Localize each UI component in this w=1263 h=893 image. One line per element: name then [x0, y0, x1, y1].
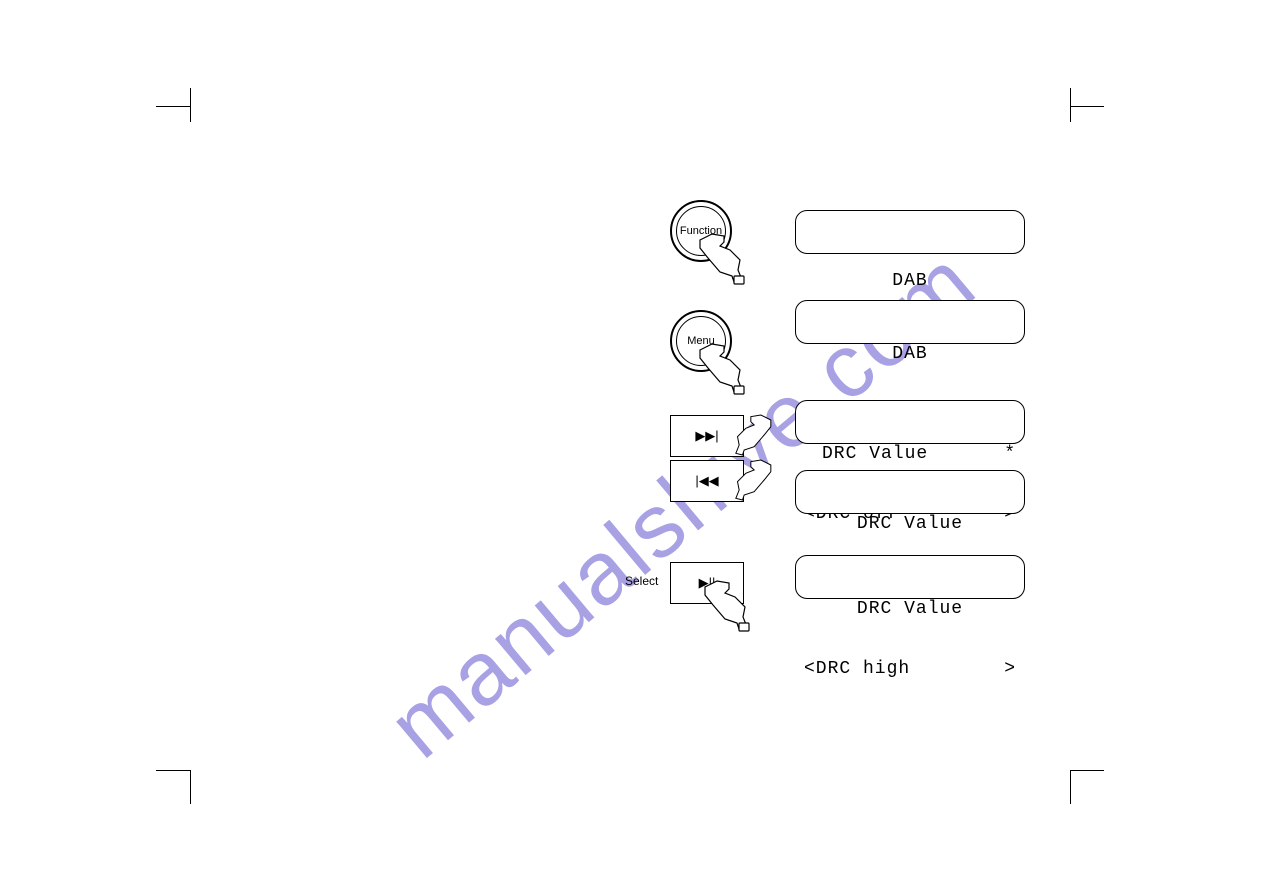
- lcd-screen: DRC Value <DRC low >: [795, 470, 1025, 514]
- crop-mark: [190, 88, 191, 122]
- select-label: Select: [625, 574, 658, 588]
- lcd-line: DAB: [804, 271, 1016, 291]
- crop-mark: [1070, 770, 1104, 771]
- lcd-screen: DAB <DRC Value >: [795, 300, 1025, 344]
- instruction-panel: Function DAB Menu DAB <DRC Value >: [620, 200, 1040, 660]
- lcd-line: DAB: [804, 344, 1016, 364]
- step-row: Function DAB: [620, 200, 1040, 280]
- lcd-text: >: [1004, 659, 1016, 679]
- prev-icon: |◀◀: [695, 473, 718, 489]
- play-pause-button[interactable]: ▶||: [670, 562, 744, 604]
- crop-mark: [156, 770, 190, 771]
- crop-mark: [1070, 770, 1071, 804]
- next-track-button[interactable]: ▶▶|: [670, 415, 744, 457]
- play-pause-icon: ▶||: [699, 575, 716, 591]
- lcd-text: *: [1004, 444, 1016, 464]
- prev-track-button[interactable]: |◀◀: [670, 460, 744, 502]
- step-row: Menu DAB <DRC Value >: [620, 300, 1040, 390]
- lcd-screen: DRC Value * <DRC off >: [795, 400, 1025, 444]
- lcd-line: DRC Value: [804, 599, 1016, 619]
- lcd-screen: DRC Value <DRC high >: [795, 555, 1025, 599]
- lcd-line: <DRC high >: [804, 659, 1016, 679]
- lcd-screen: DAB: [795, 210, 1025, 254]
- menu-label: Menu: [687, 335, 715, 347]
- crop-mark: [1070, 106, 1104, 107]
- step-row: Select ▶|| DRC Value <DRC high >: [620, 560, 1040, 640]
- function-button[interactable]: Function: [670, 200, 732, 262]
- menu-button[interactable]: Menu: [670, 310, 732, 372]
- crop-mark: [190, 770, 191, 804]
- lcd-line: DRC Value: [804, 514, 1016, 534]
- lcd-line: DRC Value *: [804, 444, 1016, 464]
- crop-mark: [1070, 88, 1071, 122]
- lcd-text: <DRC high: [804, 659, 910, 679]
- function-label: Function: [680, 225, 722, 237]
- lcd-text: DRC Value: [804, 444, 928, 464]
- crop-mark: [156, 106, 190, 107]
- next-icon: ▶▶|: [695, 428, 718, 444]
- step-row: ▶▶| |◀◀ DRC Value * <DRC off > D: [620, 410, 1040, 520]
